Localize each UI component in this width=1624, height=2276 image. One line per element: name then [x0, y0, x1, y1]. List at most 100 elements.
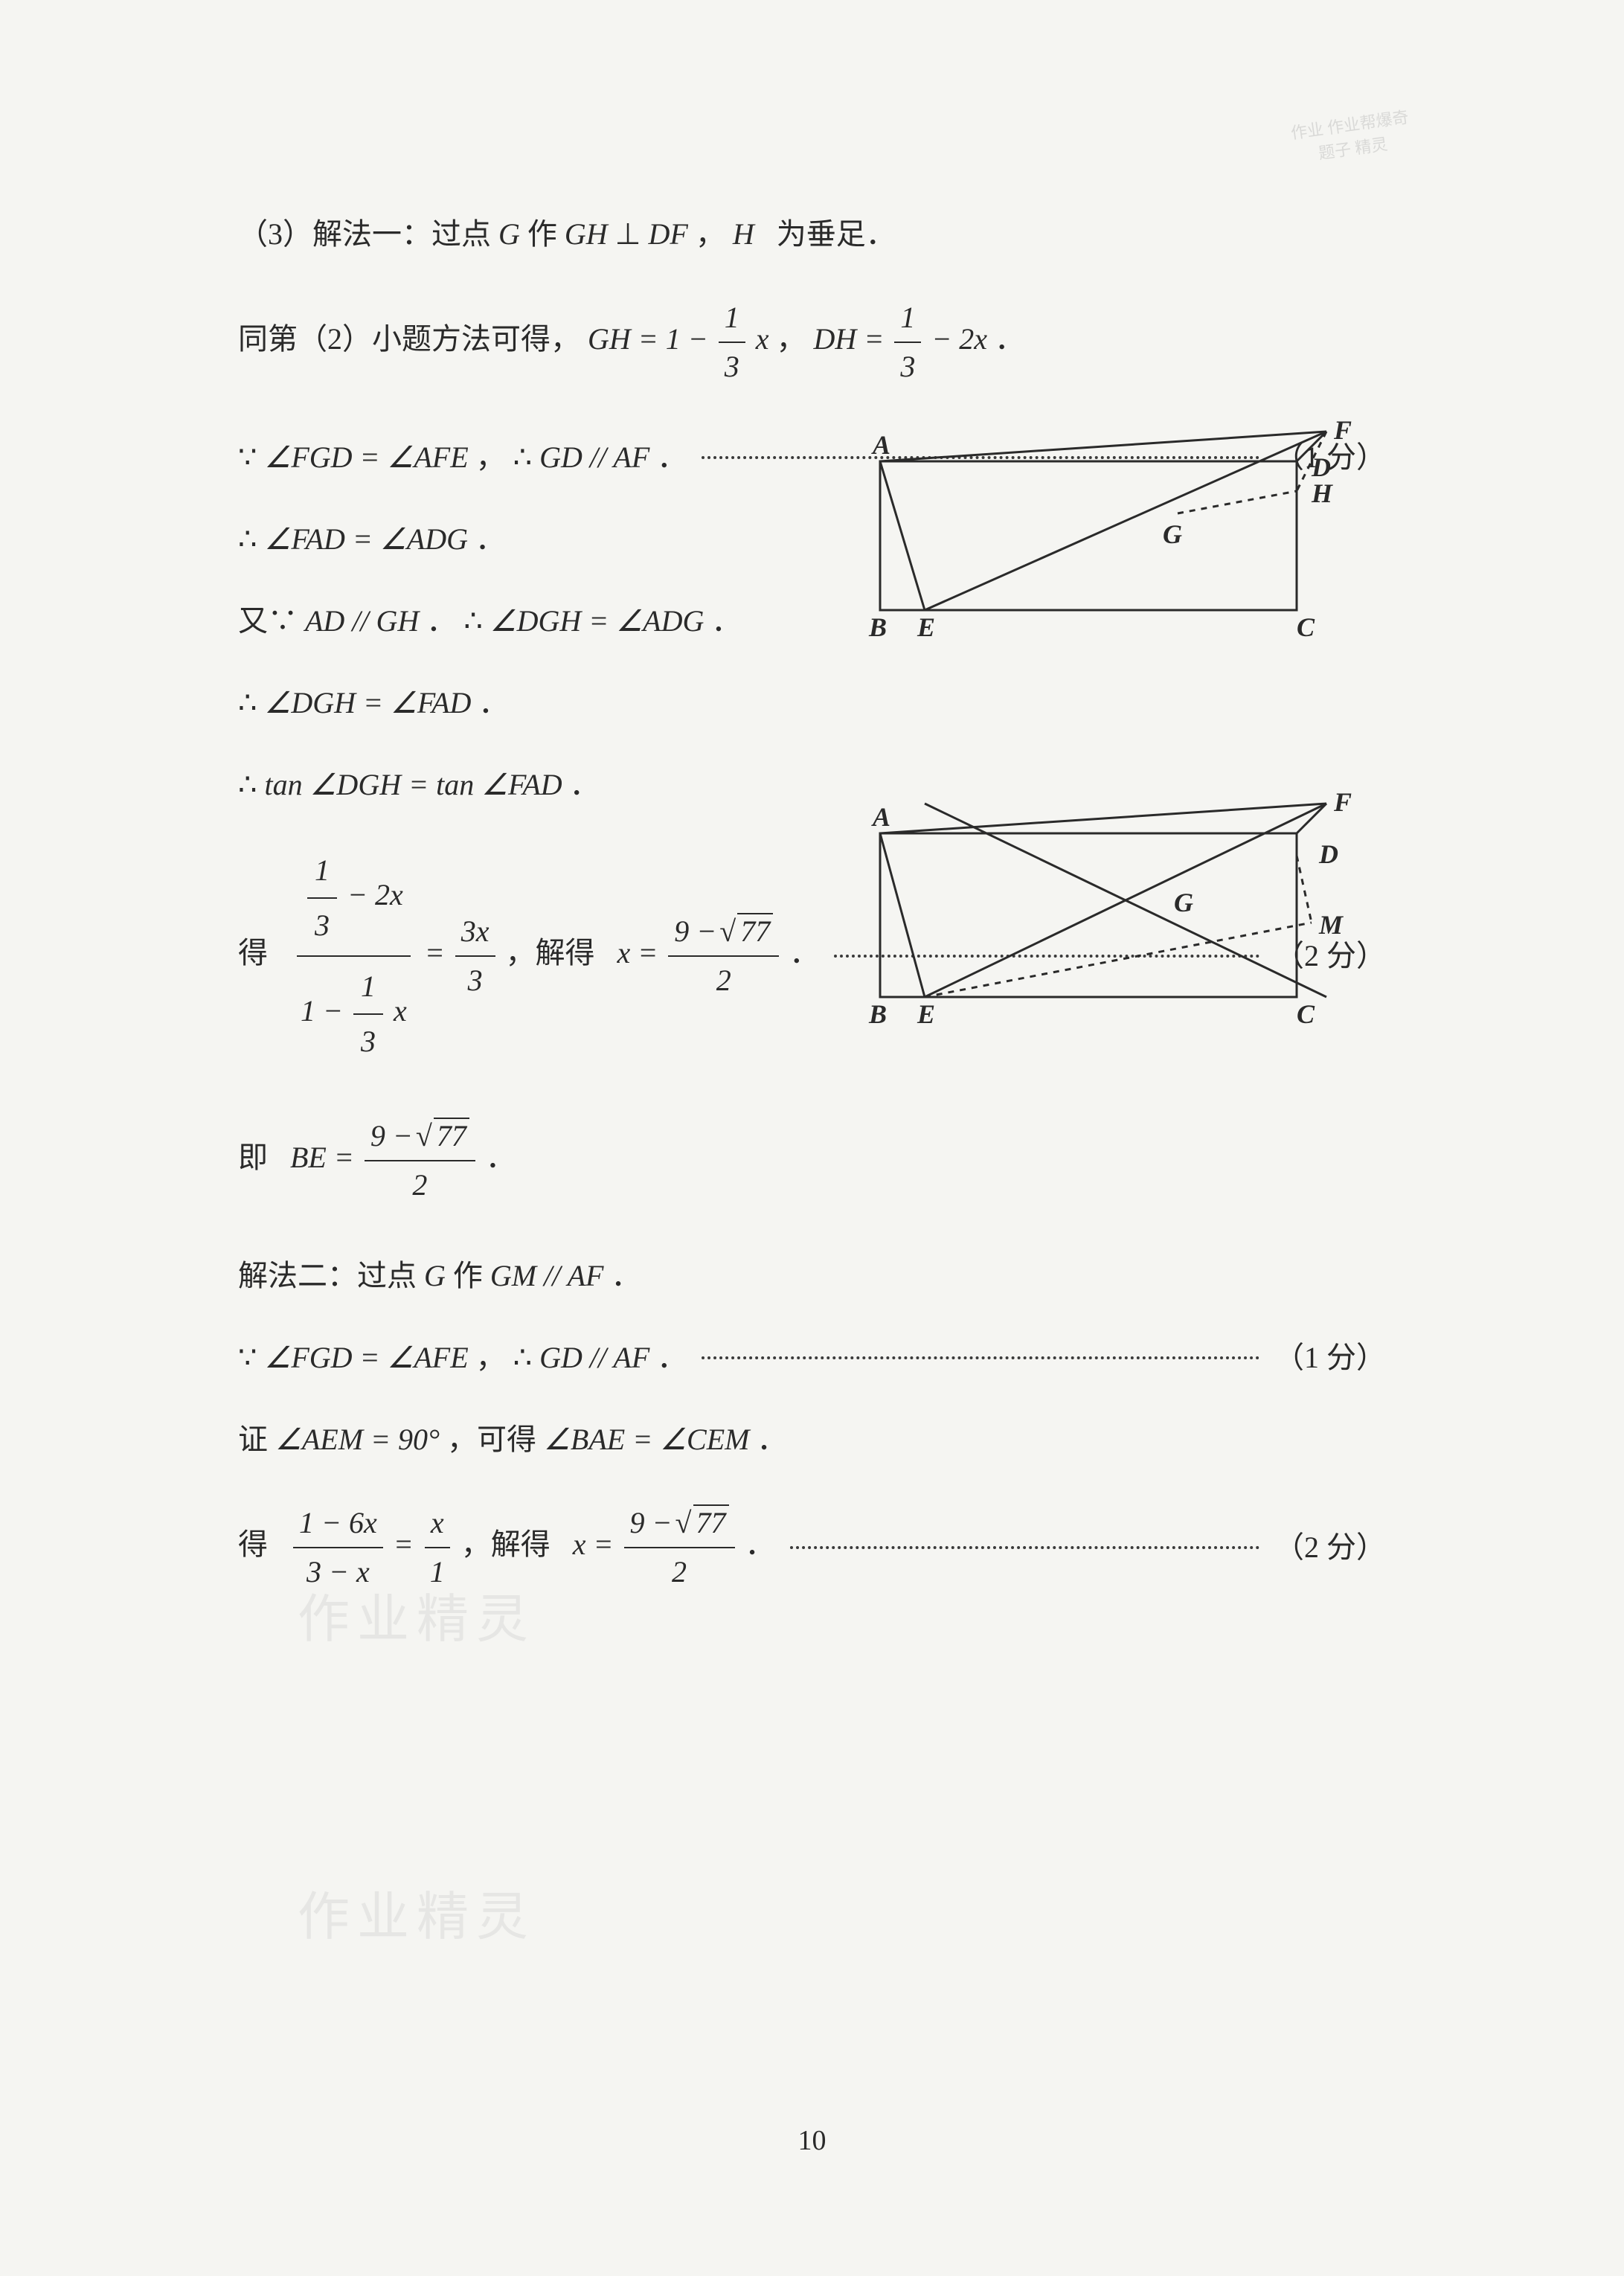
- line-5: 又∵ AD // GH ． ∴ ∠DGH = ∠ADG ．: [238, 595, 922, 647]
- text: 证: [238, 1423, 268, 1456]
- fraction: 9 − 77 2: [365, 1112, 475, 1209]
- expr: − 2x: [931, 322, 987, 356]
- numerator: 1: [353, 960, 383, 1015]
- label-C: C: [1297, 999, 1315, 1027]
- angle-eq: ∠DGH = ∠FAD: [264, 686, 471, 719]
- label-A: A: [871, 430, 890, 460]
- var-BE-eq: BE =: [290, 1141, 354, 1174]
- label-M: M: [1318, 910, 1344, 940]
- because-symbol: ∵: [238, 1341, 257, 1374]
- expr: 1 −: [301, 994, 343, 1028]
- radicand: 77: [693, 1504, 729, 1539]
- period: ．: [657, 440, 687, 474]
- watermark-stamp: 作业 作业帮爆奇题子 精灵: [1282, 103, 1431, 239]
- label-D: D: [1311, 452, 1331, 482]
- eq: =: [425, 936, 445, 969]
- period: ．: [711, 604, 741, 638]
- text: 又∵: [238, 604, 298, 638]
- numerator: 9 − 77: [365, 1112, 475, 1161]
- line-2: 同第（2）小题方法可得， GH = 1 − 1 3 x ， DH = 1 3 −…: [238, 290, 1386, 394]
- numerator: 1 − 6x: [293, 1499, 383, 1548]
- expr: − 2x: [347, 878, 403, 911]
- diagram-1: A B E C F D H G: [835, 417, 1371, 640]
- period: ．: [995, 322, 1024, 356]
- period: ．: [426, 604, 456, 638]
- text: 作: [527, 217, 557, 251]
- line-7: ∴ tan ∠DGH = tan ∠FAD ．: [238, 759, 922, 811]
- text: 作: [453, 1259, 483, 1292]
- angle-eq: ∠FAD = ∠ADG: [264, 522, 468, 556]
- sqrt: 77: [420, 1112, 469, 1160]
- label-E: E: [917, 612, 935, 640]
- denominator: 3: [353, 1015, 383, 1068]
- angle-eq: ∠FGD = ∠AFE: [264, 440, 468, 474]
- denominator: 1 − 1 3 x: [293, 957, 414, 1071]
- angle-eq: ∠BAE = ∠CEM: [544, 1423, 749, 1456]
- eq: =: [864, 322, 884, 356]
- var-x-eq: x =: [617, 936, 658, 969]
- var-DF: DF: [649, 217, 688, 251]
- fraction: 1 3: [894, 294, 921, 391]
- period: ．: [486, 1141, 516, 1174]
- eq: = 1 −: [638, 322, 708, 356]
- numerator: 9 − 77: [668, 908, 779, 957]
- line-10: 解法二：过点 G 作 GM // AF ．: [238, 1250, 922, 1302]
- parallel: GM // AF: [490, 1259, 604, 1292]
- expr: 9 −: [674, 914, 716, 948]
- angle-eq: ∠FGD = ∠AFE: [264, 1341, 468, 1374]
- inner-fraction: 1 3: [353, 960, 383, 1068]
- sqrt: 77: [724, 908, 773, 955]
- fraction: 1 3: [719, 294, 745, 391]
- numerator: 1: [719, 294, 745, 343]
- watermark-2: 作业精灵: [298, 1875, 536, 1950]
- period: ．: [570, 768, 600, 801]
- score-4: （2 分）: [1274, 1524, 1386, 1571]
- page-number: 10: [798, 2124, 827, 2157]
- line-4: ∴ ∠FAD = ∠ADG ．: [238, 513, 922, 565]
- line-12: 证 ∠AEM = 90° ，可得 ∠BAE = ∠CEM ．: [238, 1414, 1386, 1466]
- complex-fraction: 1 3 − 2x 1 − 1 3 x: [293, 841, 414, 1071]
- var-x: x: [756, 322, 769, 356]
- eq: =: [394, 1528, 414, 1561]
- text: 即: [238, 1141, 268, 1174]
- therefore-symbol: ∴: [513, 1341, 532, 1374]
- fraction: x 1: [424, 1499, 451, 1596]
- radicand: 77: [434, 1118, 469, 1153]
- denominator: 2: [406, 1161, 433, 1209]
- numerator: 1 3 − 2x: [297, 841, 411, 957]
- leader-dots: [702, 1356, 1259, 1359]
- radicand: 77: [737, 913, 773, 948]
- numerator: 3x: [455, 908, 495, 957]
- text: 为垂足．: [777, 217, 896, 251]
- denominator: 3: [719, 343, 745, 391]
- text: ，解得: [461, 1528, 551, 1561]
- label-D: D: [1318, 839, 1338, 869]
- expr: 9 −: [630, 1506, 673, 1539]
- numerator: x: [425, 1499, 450, 1548]
- fraction: 9 − 77 2: [624, 1499, 735, 1596]
- numerator: 1: [894, 294, 921, 343]
- perp-symbol: ⊥: [615, 217, 641, 251]
- score-3: （1 分）: [1274, 1334, 1386, 1382]
- period: ．: [745, 1528, 775, 1561]
- denominator: 1: [424, 1548, 451, 1596]
- tan-eq: tan ∠DGH = tan ∠FAD: [264, 768, 562, 801]
- denominator: 3: [307, 899, 337, 952]
- text: ，可得: [447, 1423, 536, 1456]
- therefore-symbol: ∴: [513, 440, 532, 474]
- var-GH: GH: [588, 322, 631, 356]
- diagram-2: A B E C F D M G: [835, 789, 1371, 1027]
- denominator: 2: [710, 957, 737, 1004]
- var-G: G: [498, 217, 520, 251]
- period: ．: [475, 522, 505, 556]
- label-F: F: [1333, 789, 1352, 817]
- label-G: G: [1174, 888, 1193, 917]
- text: （3）解法一：过点: [238, 217, 491, 251]
- period: ．: [478, 686, 508, 719]
- line-11: ∵ ∠FGD = ∠AFE ， ∴ GD // AF ． （1 分）: [238, 1332, 1386, 1384]
- label-F: F: [1333, 417, 1352, 445]
- text: 解法二：过点: [238, 1259, 417, 1292]
- line-6: ∴ ∠DGH = ∠FAD ．: [238, 677, 922, 729]
- text: [762, 217, 769, 251]
- var-GH: GH: [565, 217, 608, 251]
